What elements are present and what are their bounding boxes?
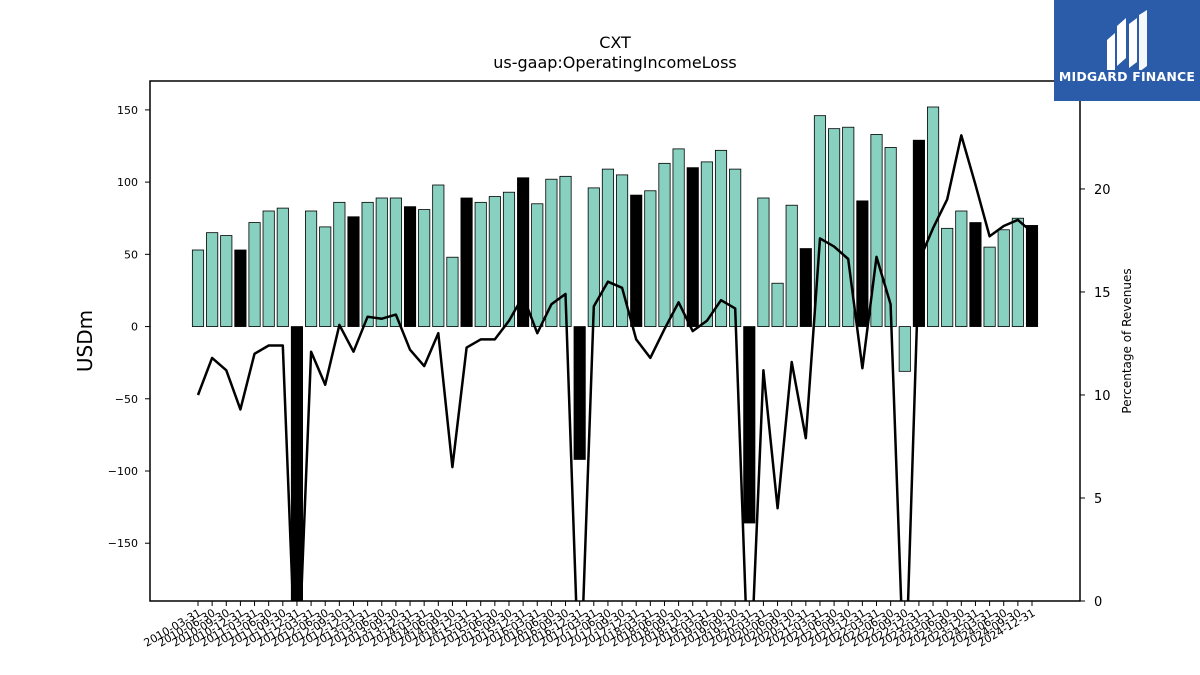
bar (912, 139, 925, 327)
bar (616, 174, 629, 327)
bars-group (191, 106, 1039, 601)
bar (941, 227, 954, 327)
brand-logo: MIDGARD FINANCE (1054, 0, 1200, 101)
y-axis-label: USDm (73, 310, 97, 372)
y-tick-label: 0 (131, 321, 138, 334)
y2-tick-label: 15 (1094, 286, 1111, 301)
bar (799, 248, 812, 327)
plot-frame (149, 80, 1081, 602)
y-tick-label: 150 (117, 104, 138, 117)
y-axis-right: 0 5 10 15 20 (1080, 183, 1111, 610)
bar (658, 162, 671, 327)
bar (375, 197, 388, 327)
bar (248, 222, 261, 327)
y2-axis-label: Percentage of Revenues (1120, 268, 1134, 413)
bar (700, 161, 713, 327)
bar (729, 168, 742, 327)
brand-logo-text: MIDGARD FINANCE (1058, 69, 1196, 84)
bar (347, 216, 360, 327)
bar (460, 197, 473, 327)
bar (644, 190, 657, 327)
bar (983, 246, 996, 327)
bar (220, 235, 233, 327)
bar (432, 184, 445, 327)
y2-tick-label: 10 (1094, 389, 1111, 404)
bar (1011, 217, 1024, 327)
bar (1025, 225, 1039, 327)
bar (969, 222, 982, 327)
bar (488, 196, 501, 327)
bar (262, 210, 275, 327)
bar (234, 249, 247, 327)
bar (898, 326, 911, 372)
y-axis-left: −150 −100 −50 0 50 100 150 (108, 104, 150, 550)
y-tick-label: 100 (117, 176, 138, 189)
bar (474, 201, 487, 327)
bar (446, 256, 459, 327)
bar (785, 204, 798, 327)
bar (842, 126, 855, 327)
bar (305, 210, 318, 327)
bar (418, 209, 431, 327)
bar (403, 206, 417, 327)
y2-tick-label: 0 (1094, 595, 1102, 610)
y2-tick-label: 5 (1094, 492, 1102, 507)
x-axis: 2010-03-312010-06-302010-09-302010-12-31… (142, 601, 1038, 650)
bar (997, 229, 1010, 327)
bar (573, 326, 586, 460)
chart-subtitle: us-gaap:OperatingIncomeLoss (493, 53, 737, 72)
midgard-logo-icon (1107, 10, 1147, 70)
bar (319, 226, 332, 327)
bar (771, 282, 784, 327)
ratio-line-group (196, 134, 1033, 601)
bar (502, 191, 516, 327)
bar (686, 167, 699, 327)
y-tick-label: −50 (115, 393, 138, 406)
bar (517, 177, 530, 327)
bar (531, 203, 544, 327)
chart-title: CXT (599, 33, 631, 52)
bar (630, 194, 643, 327)
bar (601, 168, 614, 327)
y2-tick-label: 20 (1094, 183, 1111, 198)
bar (290, 326, 304, 601)
bar (206, 232, 219, 327)
y-tick-label: −150 (108, 537, 138, 550)
bar (333, 201, 346, 327)
ratio-line (196, 134, 1033, 601)
bar (361, 201, 374, 327)
bar (828, 128, 841, 327)
bar (714, 149, 728, 327)
bar (884, 147, 897, 327)
y-tick-label: −100 (108, 465, 138, 478)
y-tick-label: 50 (124, 248, 138, 261)
bar (813, 115, 827, 327)
bar (743, 326, 756, 524)
bar (926, 106, 940, 327)
bar (870, 134, 883, 327)
bar (276, 207, 289, 327)
bar (757, 197, 770, 327)
bar (856, 200, 869, 327)
bar (545, 178, 558, 327)
bar (672, 148, 685, 327)
bar (955, 210, 968, 327)
bar (191, 249, 205, 327)
bar (389, 197, 402, 327)
